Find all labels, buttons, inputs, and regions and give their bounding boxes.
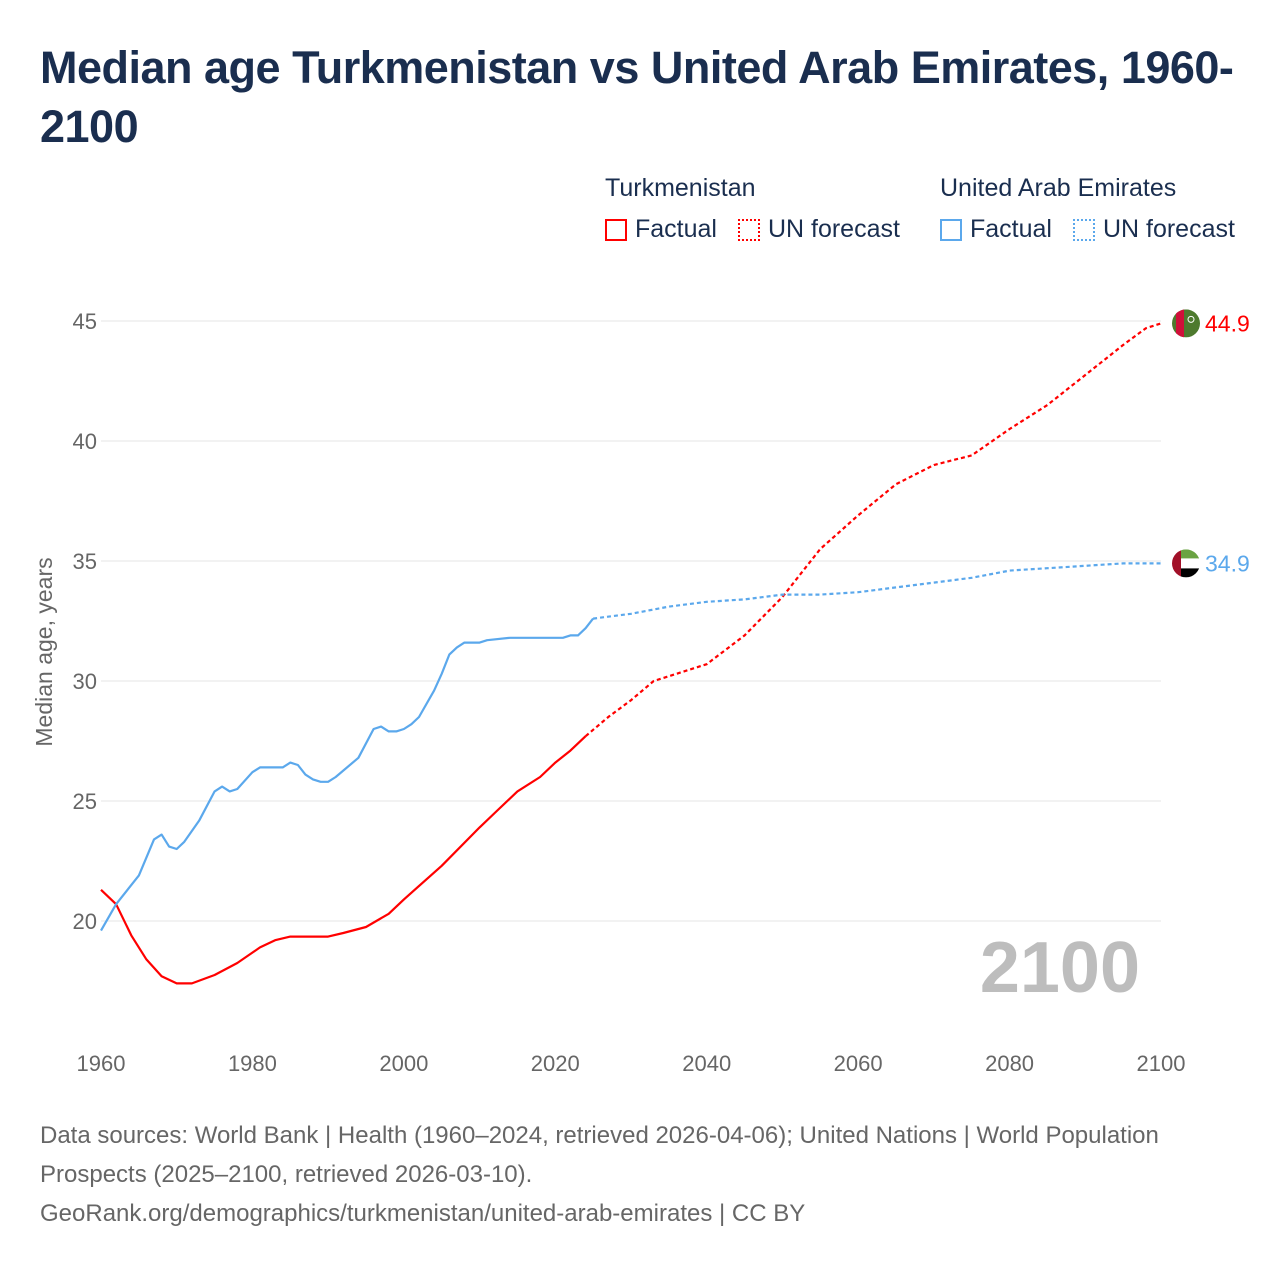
x-tick-label: 2060 (834, 1051, 883, 1076)
x-tick-label: 1960 (77, 1051, 126, 1076)
legend-label: Factual (970, 215, 1052, 243)
legend-label: UN forecast (767, 215, 900, 243)
y-tick-label: 30 (73, 669, 97, 694)
legend-swatch-dotted (737, 218, 760, 241)
end-value-label: 34.9 (1205, 550, 1250, 576)
legend-item-factual[interactable]: Factual (940, 215, 1052, 244)
end-value-label: 44.9 (1205, 310, 1250, 336)
legend-group-turkmenistan: Turkmenistan Factual UN forecast (605, 174, 914, 248)
y-tick-label: 35 (73, 549, 97, 574)
y-tick-label: 20 (73, 909, 97, 934)
line-turkmenistan-forecast (584, 322, 1162, 738)
year-label: 2100 (980, 928, 1140, 1008)
flag-uae-icon (1172, 549, 1200, 578)
legend-swatch-solid (605, 218, 627, 241)
source-url[interactable]: GeoRank.org/demographics/turkmenistan/un… (40, 1200, 806, 1227)
data-sources: Data sources: World Bank | Health (1960–… (40, 1122, 1159, 1188)
line-uae-factual (100, 617, 594, 932)
y-tick-label: 45 (73, 309, 97, 334)
x-tick-label: 2040 (682, 1051, 731, 1076)
x-tick-label: 2000 (379, 1051, 428, 1076)
legend-item-forecast[interactable]: UN forecast (737, 215, 900, 244)
x-tick-label: 2020 (531, 1051, 580, 1076)
legend-item-forecast[interactable]: UN forecast (1072, 215, 1235, 244)
footer: Data sources: World Bank | Health (1960–… (40, 1116, 1240, 1233)
line-uae-forecast (592, 562, 1161, 620)
y-tick-label: 40 (73, 429, 97, 454)
legend-swatch-dotted (1072, 218, 1095, 241)
flag-turkmenistan-icon (1172, 309, 1200, 338)
legend-label: UN forecast (1102, 215, 1235, 243)
chart-title: Median age Turkmenistan vs United Arab E… (40, 42, 1234, 152)
legend-group-name: Turkmenistan (605, 174, 756, 202)
legend-label: Factual (635, 215, 717, 243)
legend-item-factual[interactable]: Factual (605, 215, 717, 244)
line-turkmenistan-factual (100, 735, 587, 985)
x-tick-label: 1980 (228, 1051, 277, 1076)
legend-group-uae: United Arab Emirates Factual UN forecast (940, 174, 1235, 248)
legend-group-name: United Arab Emirates (940, 174, 1177, 202)
y-axis-label: Median age, years (31, 557, 57, 746)
legend-swatch-solid (940, 218, 962, 241)
x-tick-label: 2100 (1137, 1051, 1186, 1076)
y-tick-label: 25 (73, 789, 97, 814)
x-tick-label: 2080 (985, 1051, 1034, 1076)
